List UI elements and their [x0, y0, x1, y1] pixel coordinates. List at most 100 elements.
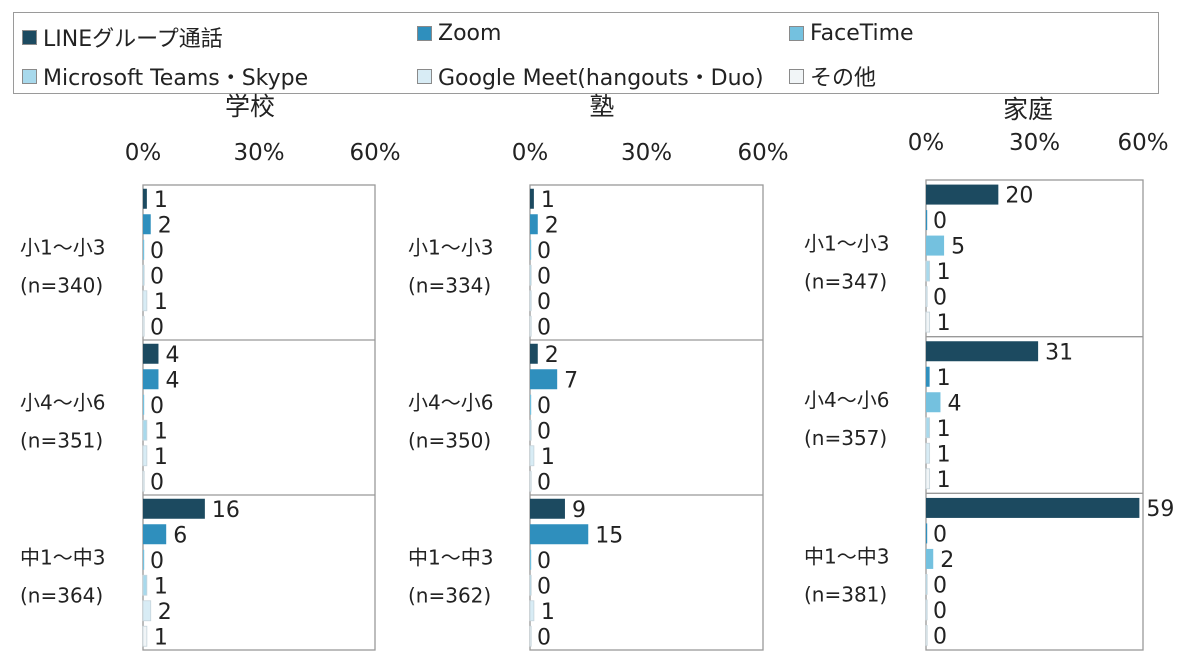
data-label: 0: [537, 239, 551, 264]
bar-other: [529, 315, 532, 337]
group-n-label: (n=334): [408, 274, 491, 298]
data-label: 4: [947, 391, 961, 416]
bar-zoom: [143, 214, 151, 235]
x-tick-label: 0%: [908, 130, 945, 156]
bar-zoom: [926, 523, 928, 544]
data-label: 0: [933, 209, 947, 234]
data-label: 31: [1045, 340, 1073, 365]
group-label: 中1～中3: [20, 546, 105, 570]
data-label: 1: [937, 311, 951, 336]
bar-other: [529, 470, 532, 492]
plot-area: [142, 184, 376, 651]
data-label: 0: [150, 470, 164, 495]
data-label: 2: [940, 548, 954, 573]
bar-facetime: [143, 239, 145, 260]
legend-swatch-zoom: [417, 26, 432, 41]
x-tick-label: 60%: [349, 140, 400, 166]
plot-area: [925, 179, 1144, 651]
bar-teams: [925, 417, 931, 439]
legend-swatch-facetime: [789, 26, 804, 41]
data-label: 1: [937, 417, 951, 442]
bar-other: [925, 311, 931, 333]
legend-label-line: LINEグループ通話: [43, 27, 223, 52]
data-label: 0: [933, 624, 947, 649]
group-n-label: (n=357): [804, 426, 887, 450]
group-label: 小4～小6: [804, 388, 889, 412]
x-tick-label: 30%: [233, 140, 284, 166]
group-n-label: (n=362): [408, 584, 491, 608]
x-tick-label: 30%: [1009, 130, 1060, 156]
data-label: 6: [173, 523, 187, 548]
bar-line: [926, 497, 1140, 518]
legend-swatch-teams: [22, 68, 37, 84]
data-label: 0: [150, 264, 164, 289]
bar-zoom: [530, 369, 558, 390]
data-label: 1: [541, 600, 555, 625]
data-label: 1: [154, 625, 168, 650]
bar-meet: [142, 445, 148, 467]
data-label: 0: [537, 549, 551, 574]
data-label: 1: [937, 260, 951, 285]
data-label: 1: [541, 188, 555, 213]
data-label: 0: [537, 470, 551, 495]
bar-meet: [925, 599, 928, 621]
group-label: 中1～中3: [408, 546, 493, 570]
bar-facetime: [143, 549, 145, 570]
legend-item-facetime: FaceTime: [789, 21, 914, 46]
data-label: 1: [154, 445, 168, 470]
bar-facetime: [926, 392, 941, 413]
bar-meet: [142, 600, 152, 622]
bar-zoom: [143, 369, 159, 390]
data-label: 0: [537, 625, 551, 650]
bar-facetime: [143, 394, 145, 415]
x-tick-label: 0%: [512, 140, 549, 166]
legend-item-other: その他: [789, 60, 876, 92]
data-label: 0: [537, 574, 551, 599]
chart-panel-2: 塾0% 30% 60%小1～小3(n=334)120000小4～小6(n=350)2…: [408, 92, 789, 651]
data-label: 5: [951, 235, 965, 260]
data-label: 0: [537, 394, 551, 419]
data-label: 0: [537, 264, 551, 289]
data-label: 16: [212, 498, 240, 523]
bar-meet: [529, 290, 532, 312]
bar-other: [142, 470, 145, 492]
bar-other: [925, 468, 931, 490]
group-label: 小4～小6: [20, 391, 105, 415]
group-n-label: (n=351): [20, 429, 103, 453]
bar-facetime: [926, 235, 945, 256]
data-label: 1: [154, 188, 168, 213]
plot-area: [529, 184, 764, 651]
data-label: 20: [1005, 184, 1033, 209]
legend-label-meet: Google Meet(hangouts・Duo): [438, 66, 764, 91]
bar-line: [143, 188, 147, 209]
data-label: 1: [154, 290, 168, 315]
legend-swatch-meet: [417, 68, 432, 84]
data-label: 0: [933, 522, 947, 547]
x-tick-label: 30%: [621, 140, 672, 166]
bar-other: [529, 625, 532, 647]
group-n-label: (n=340): [20, 274, 103, 298]
bar-teams: [529, 574, 532, 596]
bar-teams: [529, 419, 532, 441]
legend-item-zoom: Zoom: [417, 21, 501, 46]
data-label: 0: [537, 419, 551, 444]
bar-line: [926, 184, 999, 205]
bar-zoom: [926, 210, 928, 231]
legend-item-meet: Google Meet(hangouts・Duo): [417, 60, 764, 92]
bar-teams: [529, 264, 532, 286]
bar-line: [530, 188, 534, 209]
bar-teams: [142, 574, 148, 596]
bar-other: [925, 625, 928, 646]
data-label: 0: [933, 573, 947, 598]
legend-label-other: その他: [810, 66, 877, 91]
bar-facetime: [926, 548, 934, 569]
bar-line: [143, 498, 205, 519]
bar-teams: [925, 574, 928, 595]
data-label: 1: [937, 442, 951, 467]
bar-other: [142, 315, 145, 337]
bar-meet: [925, 286, 928, 307]
legend-label-facetime: FaceTime: [810, 21, 914, 46]
bar-teams: [925, 260, 931, 282]
x-tick-label: 60%: [1117, 130, 1168, 156]
data-label: 15: [595, 523, 623, 548]
